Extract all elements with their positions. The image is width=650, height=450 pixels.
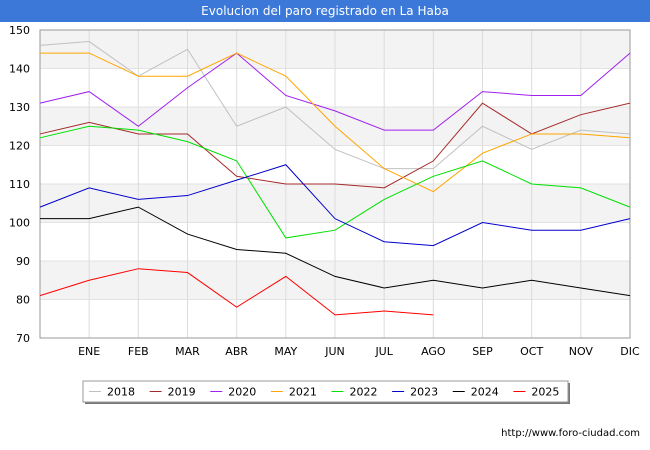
x-tick-label: ENE [78,345,100,358]
x-tick-label: DIC [620,345,640,358]
legend-label-2018: 2018 [107,386,135,399]
y-tick-label: 80 [16,294,30,307]
y-tick-label: 120 [9,140,30,153]
y-tick-label: 130 [9,101,30,114]
y-tick-label: 70 [16,332,30,345]
legend-label-2025: 2025 [531,386,559,399]
y-tick-label: 140 [9,63,30,76]
y-tick-label: 100 [9,217,30,230]
x-tick-label: JUL [374,345,393,358]
y-axis: 70 80 90 100 110 120 130 140 150 [9,24,30,345]
series-line-2025 [39,268,434,316]
y-tick-label: 110 [9,178,30,191]
series-line-2021 [40,52,631,193]
x-tick-label: SEP [472,345,493,358]
x-axis: ENE FEB MAR ABR MAY JUN JUL AGO SEP OCT NOV DIC [78,345,640,358]
series-line-2023 [39,164,631,247]
y-tick-label: 150 [9,24,30,37]
source-url: http://www.foro-ciudad.com [501,428,640,439]
x-tick-label: NOV [569,345,594,358]
legend-label-2019: 2019 [168,386,196,399]
legend-label-2023: 2023 [410,386,438,399]
legend-label-2022: 2022 [350,386,378,399]
chart-title-bar: Evolucion del paro registrado en La Haba [0,0,650,22]
legend-box [82,380,569,403]
x-tick-label: OCT [520,345,543,358]
legend: 2018 2019 2020 2021 2022 2023 2024 2025 [82,380,570,404]
legend-label-2021: 2021 [289,386,317,399]
series-line-2022 [39,125,631,239]
x-tick-label: FEB [128,345,149,358]
x-tick-label: JUN [324,345,345,358]
x-tick-label: MAR [175,345,200,358]
x-tick-label: AGO [421,345,446,358]
series-line-2020 [39,52,631,131]
y-tick-label: 90 [16,255,30,268]
plot-frame [39,29,631,339]
chart-title: Evolucion del paro registrado en La Haba [201,4,449,18]
legend-label-2020: 2020 [228,386,256,399]
x-tick-label: ABR [225,345,248,358]
x-tick-label: MAY [274,345,297,358]
series-line-2024 [40,206,631,297]
legend-label-2024: 2024 [471,386,499,399]
series-lines [39,41,631,316]
